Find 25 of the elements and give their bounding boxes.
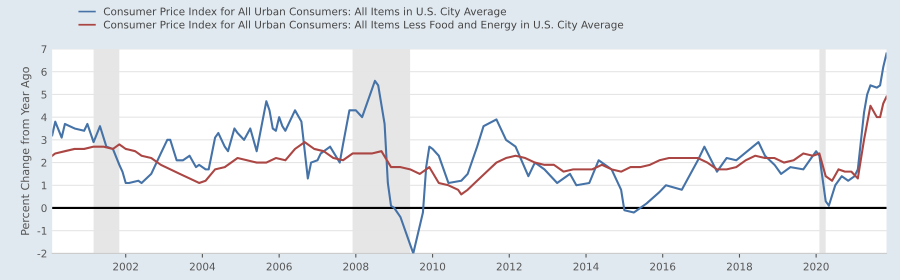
legend-label: Consumer Price Index for All Urban Consumers: All Items Less Food and Energy in U.S. City Average xyxy=(104,20,624,31)
x-tick-label: 2012 xyxy=(496,262,522,270)
y-tick-label: 1 xyxy=(42,182,46,190)
x-tick-label: 2018 xyxy=(726,262,752,270)
legend-label: Consumer Price Index for All Urban Consumers: All Items in U.S. City Average xyxy=(104,7,506,18)
y-tick-label: 5 xyxy=(42,90,46,99)
x-tick-label: 2016 xyxy=(650,262,676,270)
y-tick-label: 6 xyxy=(41,68,47,76)
y-tick-label: 2 xyxy=(41,158,46,167)
y-tick-label: 3 xyxy=(42,136,47,144)
x-tick-label: 2008 xyxy=(343,262,368,270)
x-tick-label: 2020 xyxy=(804,262,829,270)
y-tick-label: -2 xyxy=(37,250,46,258)
x-tick-label: 2006 xyxy=(266,262,292,270)
y-tick-label: 4 xyxy=(41,113,47,122)
y-tick-label: -1 xyxy=(37,227,46,235)
x-tick-label: 2004 xyxy=(190,262,216,270)
line-series xyxy=(52,96,886,196)
line-series xyxy=(52,52,886,254)
y-axis-title: Percent Change from Year Ago xyxy=(20,67,32,235)
x-tick-label: 2014 xyxy=(574,262,599,270)
y-tick-label: 0 xyxy=(41,204,47,212)
y-tick-label: 7 xyxy=(42,45,46,53)
x-tick-label: 2010 xyxy=(420,262,446,270)
x-tick-label: 2002 xyxy=(113,262,138,270)
